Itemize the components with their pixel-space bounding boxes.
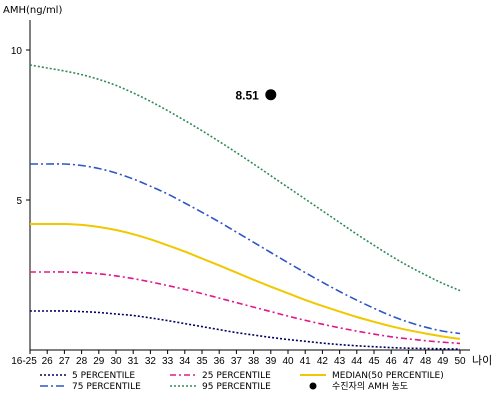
legend-label: MEDIAN(50 PERCENTILE) [332,371,444,381]
y-tick-label: 10 [11,46,23,57]
x-tick-label: 35 [196,356,208,367]
legend-label: 5 PERCENTILE [72,371,135,381]
legend: 5 PERCENTILE 25 PERCENTILE MEDIAN(50 PERCE… [40,371,444,392]
x-tick-label: 32 [145,356,157,367]
x-tick-label: 47 [403,356,415,367]
data-points: 8.51 [235,89,277,103]
x-tick-label: 46 [386,356,398,367]
legend-label: 25 PERCENTILE [202,371,271,381]
series-line-25-percentile [30,271,461,345]
series-line-median-50-percentile- [30,222,461,340]
series-lines [29,64,461,350]
x-tick-label: 48 [420,356,432,367]
patient-amh-value-label: 8.51 [235,89,259,103]
x-tick-label: 29 [93,356,105,367]
x-tick-label: 49 [437,356,449,367]
legend-label: 수진자의 AMH 농도 [332,381,408,392]
y-ticks: 5 10 [11,46,30,207]
x-axis-label: 나이 [472,354,492,367]
x-tick-label: 45 [368,356,380,367]
series-line-5-percentile [30,310,461,350]
y-axis-label: AMH(ng/ml) [3,5,62,16]
x-tick-label: 30 [110,356,122,367]
legend-label: 75 PERCENTILE [72,382,141,392]
series-line-75-percentile [30,163,461,335]
x-tick-label: 16-25 [11,356,37,367]
x-tick-label: 50 [454,356,466,367]
x-tick-label: 37 [231,356,243,367]
x-tick-label: 40 [282,356,294,367]
x-tick-label: 36 [214,356,226,367]
x-tick-label: 27 [59,356,71,367]
x-tick-label: 43 [334,356,346,367]
x-tick-label: 38 [248,356,260,367]
legend-point-marker [309,382,317,390]
x-tick-label: 31 [128,356,140,367]
x-tick-label: 41 [300,356,312,367]
x-ticks: 16-25 26 27 28 29 30 31 32 33 34 35 36 37 38 39 40 41 42 4… [11,350,466,367]
x-tick-label: 34 [179,356,191,367]
axes: AMH(ng/ml) 나이 [3,5,492,367]
x-tick-label: 33 [162,356,174,367]
series-line-95-percentile [29,64,461,292]
x-tick-label: 42 [317,356,329,367]
x-tick-label: 44 [351,356,363,367]
patient-amh-point [265,89,277,101]
x-tick-label: 28 [76,356,88,367]
x-tick-label: 26 [42,356,54,367]
x-tick-label: 39 [265,356,277,367]
y-tick-label: 5 [16,196,22,207]
legend-label: 95 PERCENTILE [202,382,271,392]
